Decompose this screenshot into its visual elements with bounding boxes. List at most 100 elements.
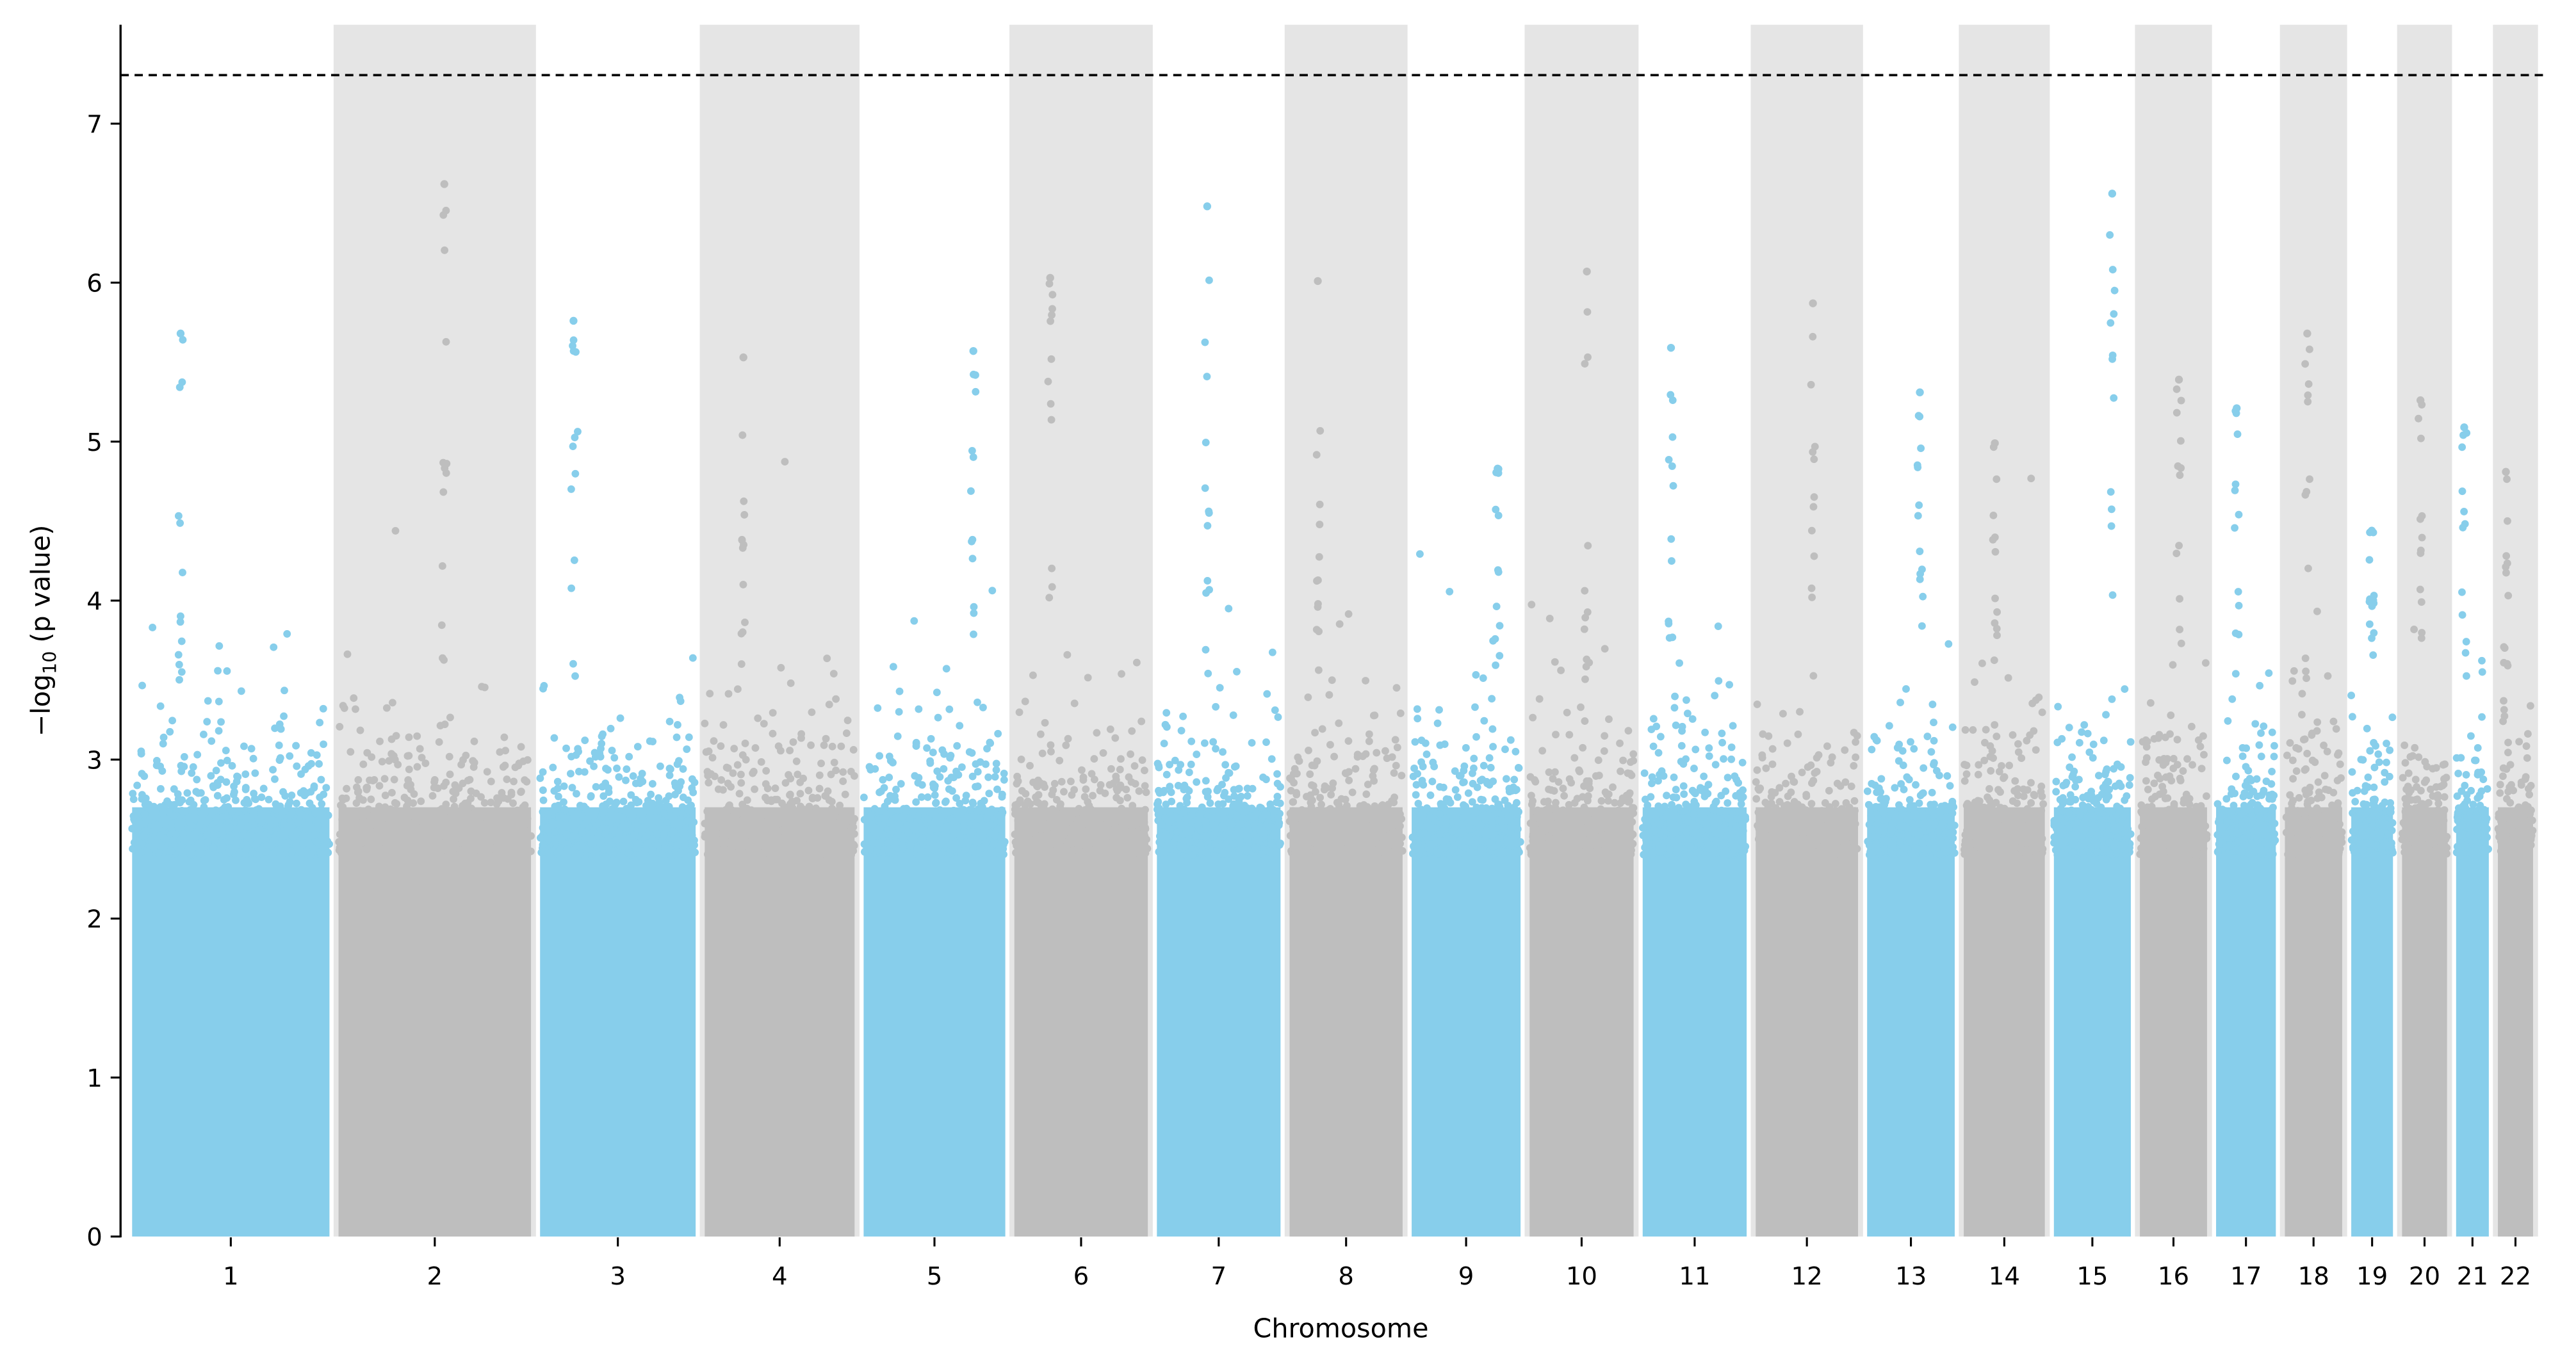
snp-point: [1038, 749, 1047, 758]
snp-point: [1054, 850, 1062, 859]
snp-point: [294, 818, 302, 827]
snp-point: [200, 805, 208, 813]
snp-point: [1352, 850, 1360, 858]
snp-point: [917, 847, 925, 855]
snp-point: [876, 826, 884, 834]
snp-point: [968, 749, 976, 757]
snp-point: [1428, 840, 1436, 848]
snp-point: [1320, 786, 1328, 794]
snp-point: [1362, 803, 1369, 811]
snp-point: [1479, 674, 1487, 682]
snp-point: [1173, 813, 1180, 822]
snp-point: [801, 821, 809, 829]
snp-point: [974, 815, 982, 823]
snp-point: [602, 765, 610, 773]
snp-point: [639, 816, 648, 824]
snp-point: [819, 819, 827, 827]
snp-point: [1034, 776, 1042, 784]
snp-point: [1906, 802, 1914, 810]
snp-point: [286, 798, 294, 806]
snp-point: [661, 845, 669, 853]
snp-point: [570, 556, 578, 564]
snp-point: [972, 371, 979, 379]
snp-point: [380, 812, 388, 820]
snp-point: [1097, 823, 1105, 832]
snp-point: [828, 742, 836, 750]
snp-point: [633, 799, 641, 807]
snp-point: [676, 693, 684, 702]
snp-point: [1734, 779, 1742, 787]
snp-point: [1574, 826, 1582, 834]
snp-point: [209, 843, 218, 852]
snp-point: [1221, 788, 1229, 797]
snp-point: [175, 660, 183, 669]
snp-point: [418, 754, 426, 762]
snp-point: [678, 850, 686, 858]
snp-point: [276, 754, 284, 762]
snp-point: [754, 714, 762, 722]
snp-point: [282, 845, 290, 852]
snp-point: [627, 801, 635, 809]
snp-point: [1174, 782, 1182, 790]
snp-point: [281, 686, 288, 695]
snp-point: [605, 784, 613, 792]
top-snp-point: [569, 316, 578, 325]
snp-point: [1601, 732, 1609, 740]
snp-point: [1312, 451, 1321, 459]
snp-point: [1137, 813, 1145, 822]
snp-point: [1315, 840, 1323, 848]
snp-point: [471, 841, 479, 849]
snp-point: [649, 847, 657, 855]
snp-point: [1732, 822, 1740, 830]
snp-point: [1326, 741, 1334, 749]
snp-point: [968, 446, 976, 455]
snp-point: [737, 770, 745, 779]
snp-point: [1831, 800, 1839, 808]
snp-point: [1481, 816, 1489, 824]
snp-point: [1531, 776, 1538, 784]
snp-point: [359, 796, 367, 804]
snp-point: [733, 761, 742, 769]
snp-point: [828, 804, 836, 813]
snp-point: [139, 832, 147, 840]
snp-point: [979, 703, 987, 711]
snp-point: [1138, 756, 1146, 764]
snp-point: [557, 827, 566, 836]
snp-point: [311, 809, 320, 818]
snp-point: [740, 815, 748, 823]
snp-point: [242, 846, 250, 854]
snp-point: [494, 825, 503, 834]
snp-point: [724, 764, 732, 772]
snp-point: [1804, 763, 1812, 771]
snp-point: [292, 841, 300, 850]
snp-point: [1610, 816, 1618, 824]
snp-point: [386, 805, 395, 813]
snp-point: [1353, 750, 1362, 759]
snp-point: [257, 845, 266, 854]
snp-point: [979, 803, 986, 811]
snp-point: [1871, 781, 1879, 790]
snp-point: [994, 729, 1002, 738]
snp-point: [580, 768, 589, 776]
snp-point: [391, 756, 399, 764]
snp-point: [1471, 809, 1480, 817]
snp-point: [836, 824, 845, 832]
dense-points-region: [1157, 807, 1281, 1237]
snp-point: [806, 818, 815, 827]
snp-point: [1365, 730, 1373, 738]
snp-point: [674, 721, 681, 729]
snp-point: [997, 813, 1005, 820]
snp-point: [428, 791, 437, 800]
snp-point: [1093, 729, 1101, 737]
snp-point: [980, 797, 988, 805]
snp-point: [336, 722, 344, 731]
top-snp-point: [1667, 343, 1675, 352]
snp-point: [1825, 786, 1833, 795]
snp-point: [817, 759, 825, 768]
snp-point: [1787, 788, 1795, 797]
snp-point: [509, 799, 517, 807]
snp-point: [974, 782, 982, 790]
snp-point: [710, 737, 718, 745]
snp-point: [1369, 711, 1378, 720]
snp-point: [1202, 832, 1210, 840]
